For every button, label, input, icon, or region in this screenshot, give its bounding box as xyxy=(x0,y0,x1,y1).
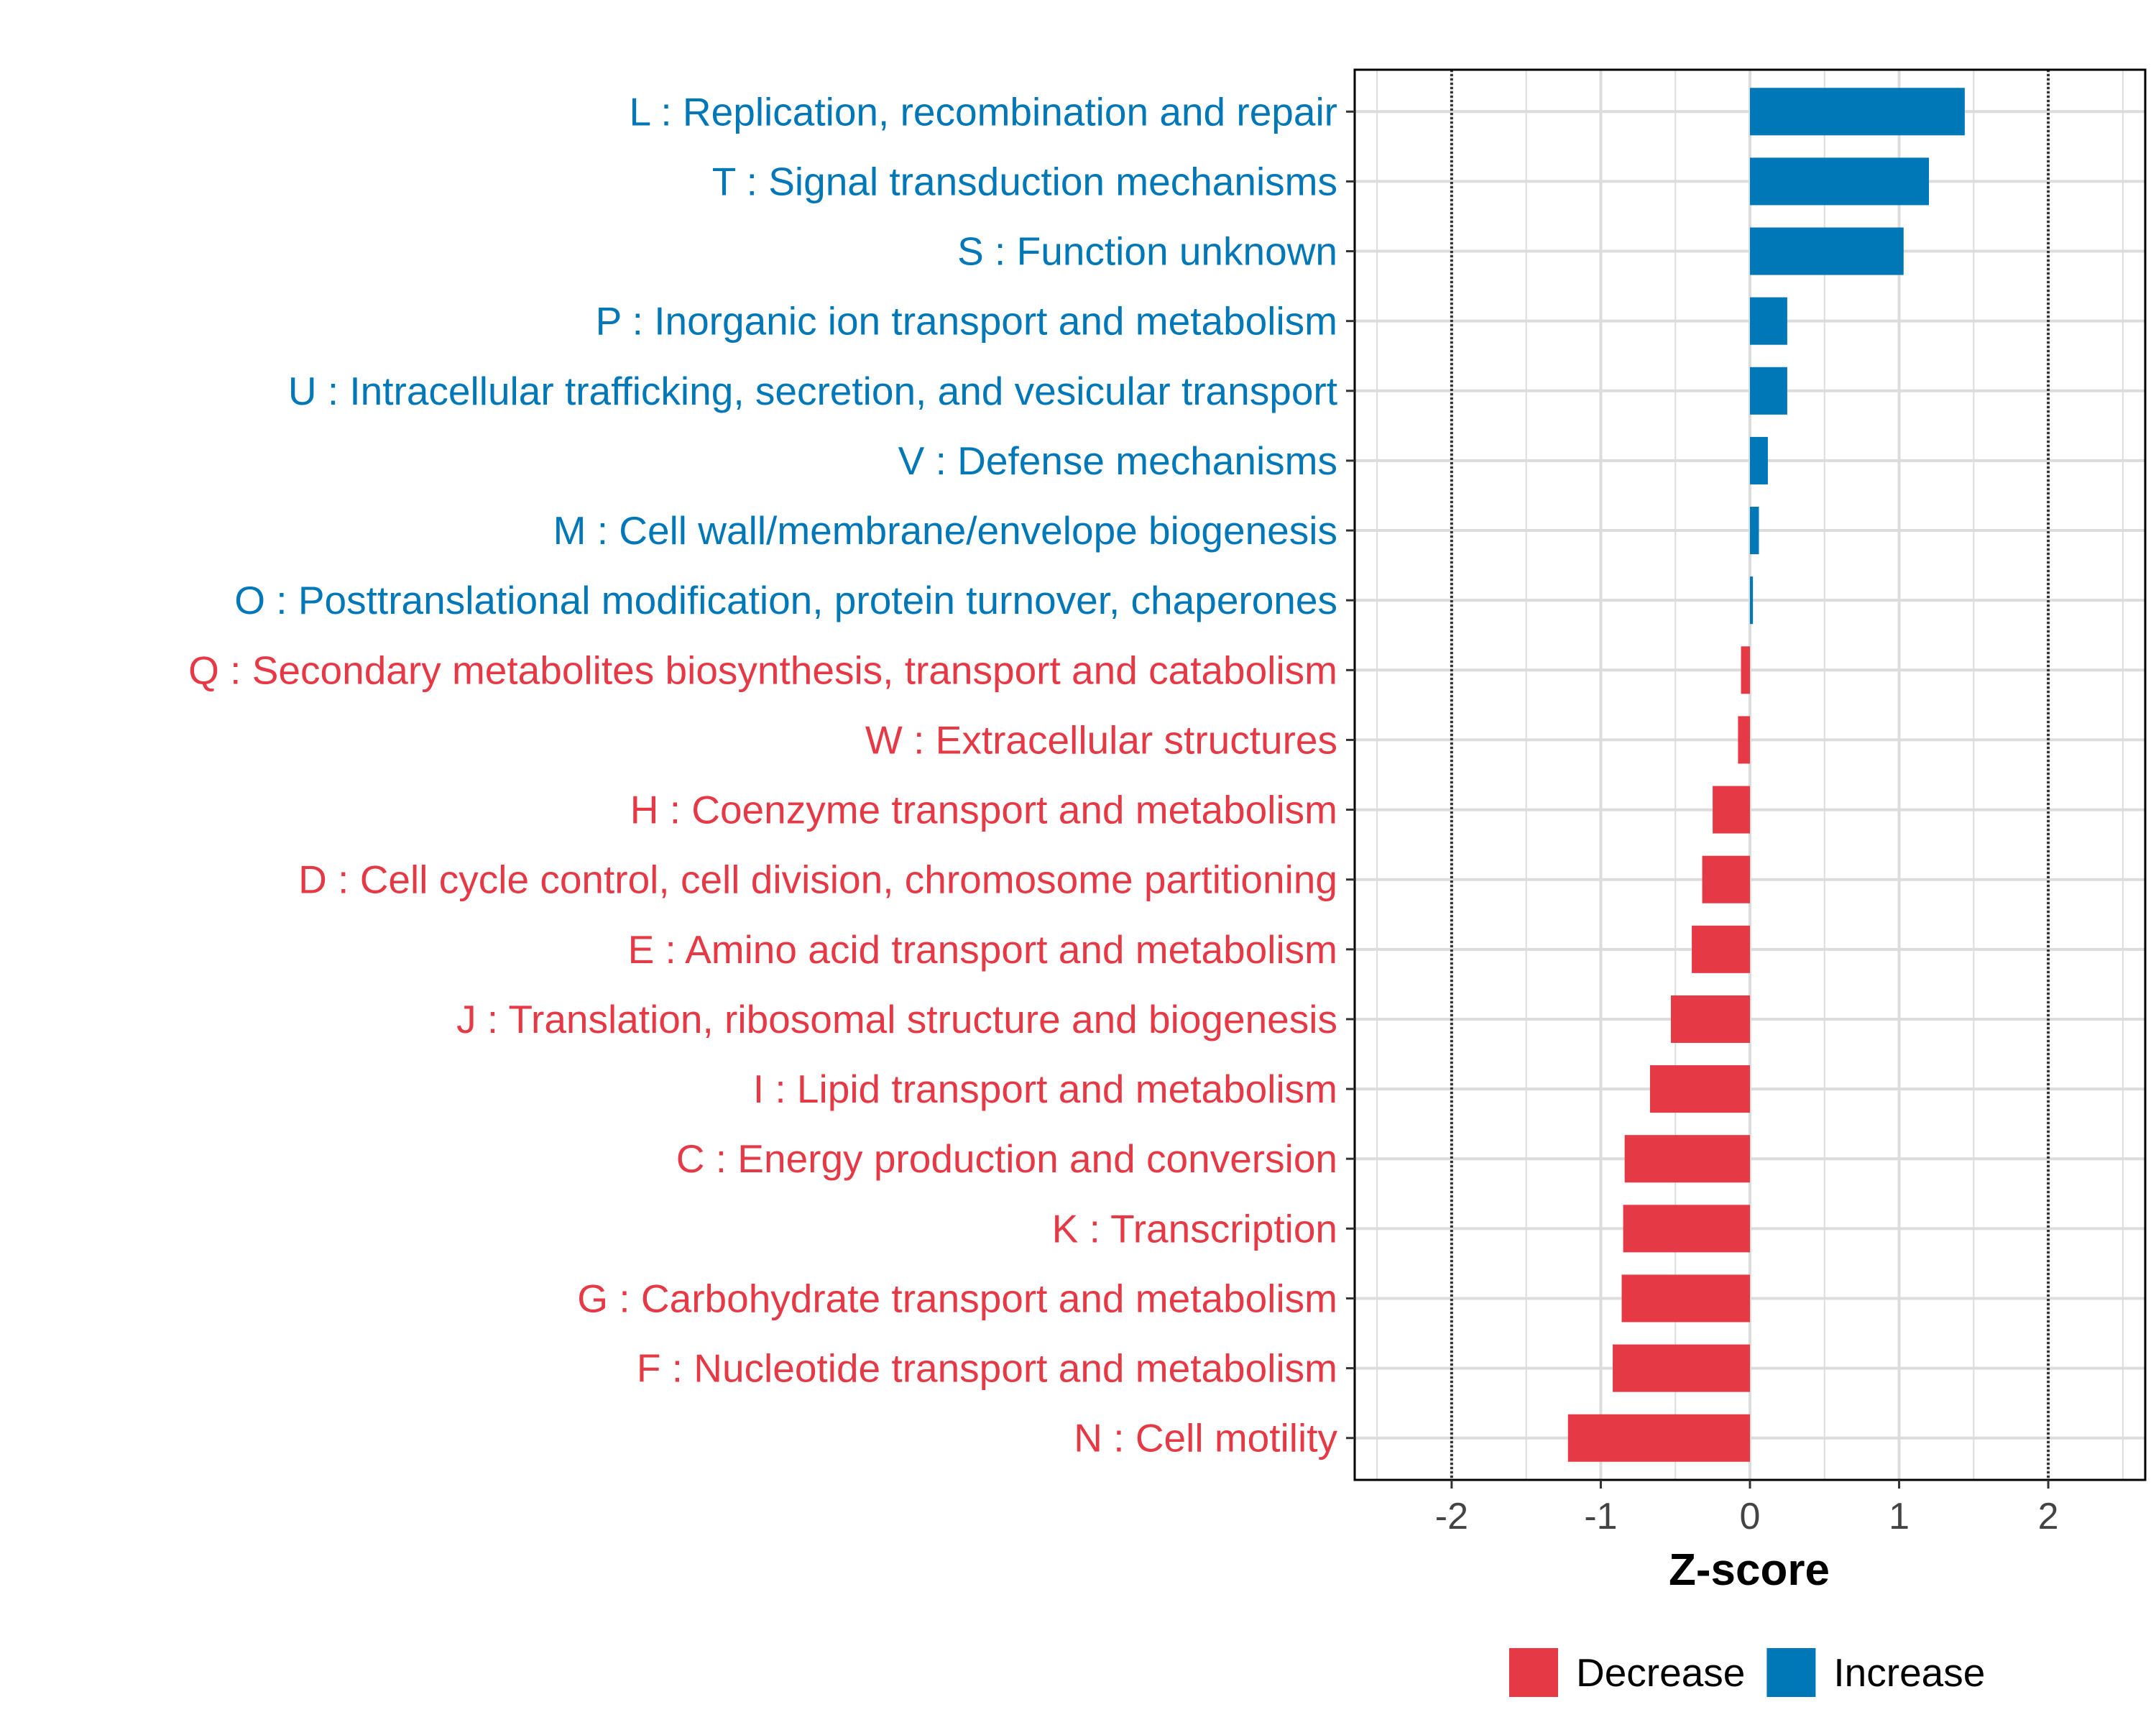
category-label: F : Nucleotide transport and metabolism xyxy=(637,1346,1337,1391)
category-label: U : Intracellular trafficking, secretion… xyxy=(288,369,1337,413)
category-label: I : Lipid transport and metabolism xyxy=(753,1067,1337,1111)
grid-layer xyxy=(1355,70,2145,1480)
category-label: M : Cell wall/membrane/envelope biogenes… xyxy=(553,508,1337,553)
bar xyxy=(1750,436,1768,484)
legend-label: Increase xyxy=(1833,1650,1985,1695)
bar xyxy=(1750,88,1965,136)
legend-swatch xyxy=(1766,1648,1816,1697)
bar xyxy=(1671,995,1750,1043)
category-label: L : Replication, recombination and repai… xyxy=(630,89,1337,134)
bar xyxy=(1750,507,1759,555)
legend-swatch xyxy=(1509,1648,1558,1697)
bar xyxy=(1692,925,1750,973)
y-axis-ticks: L : Replication, recombination and repai… xyxy=(188,89,1355,1460)
bar xyxy=(1738,716,1750,764)
category-label: V : Defense mechanisms xyxy=(898,438,1337,483)
bar xyxy=(1567,1414,1750,1462)
bar xyxy=(1741,646,1750,694)
bar xyxy=(1750,367,1787,415)
x-axis-ticks: -2 -1 0 1 2 xyxy=(1435,1480,2059,1537)
category-label: S : Function unknown xyxy=(957,229,1337,274)
category-label: J : Translation, ribosomal structure and… xyxy=(456,997,1337,1041)
category-label: N : Cell motility xyxy=(1074,1416,1337,1460)
category-label: O : Posttranslational modification, prot… xyxy=(234,578,1337,622)
x-tick-label: -2 xyxy=(1435,1496,1468,1537)
category-label: H : Coenzyme transport and metabolism xyxy=(630,788,1337,832)
category-label: C : Energy production and conversion xyxy=(676,1136,1337,1181)
bar xyxy=(1702,855,1750,903)
category-label: P : Inorganic ion transport and metaboli… xyxy=(596,299,1337,344)
bars xyxy=(1567,88,1965,1462)
bar xyxy=(1624,1135,1750,1183)
x-tick-label: 2 xyxy=(2038,1496,2059,1537)
legend: Decrease Increase xyxy=(1509,1648,1985,1697)
x-tick-label: -1 xyxy=(1584,1496,1617,1537)
x-tick-label: 1 xyxy=(1889,1496,1909,1537)
category-label: T : Signal transduction mechanisms xyxy=(712,159,1337,203)
bar xyxy=(1750,157,1930,206)
category-label: K : Transcription xyxy=(1052,1206,1337,1251)
category-label: G : Carbohydrate transport and metabolis… xyxy=(577,1276,1337,1320)
bar xyxy=(1649,1065,1750,1113)
category-label: E : Amino acid transport and metabolism xyxy=(628,927,1337,972)
bar xyxy=(1750,297,1787,345)
category-label: Q : Secondary metabolites biosynthesis, … xyxy=(188,648,1337,692)
bar xyxy=(1613,1344,1750,1392)
bar xyxy=(1750,227,1904,275)
bar xyxy=(1621,1274,1750,1322)
x-tick-label: 0 xyxy=(1740,1496,1761,1537)
legend-label: Decrease xyxy=(1576,1650,1745,1695)
x-axis-title: Z-score xyxy=(1669,1545,1830,1595)
bar xyxy=(1623,1205,1750,1253)
category-label: W : Extracellular structures xyxy=(865,717,1337,762)
bar xyxy=(1713,786,1750,834)
reference-lines xyxy=(1450,70,2050,1480)
category-label: D : Cell cycle control, cell division, c… xyxy=(298,857,1337,902)
bar xyxy=(1750,576,1754,625)
